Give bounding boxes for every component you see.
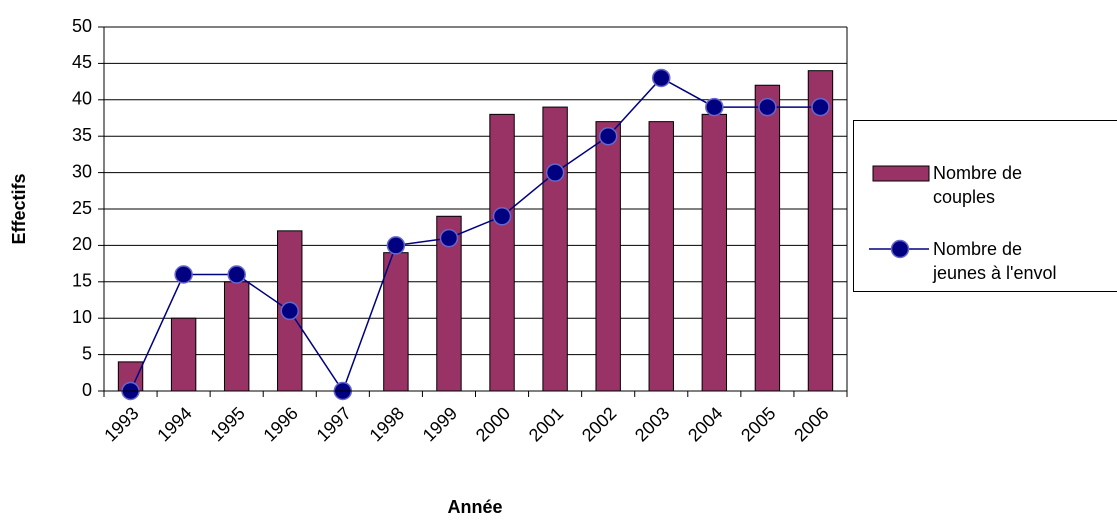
x-tick-label: 1998 bbox=[366, 403, 408, 445]
marker bbox=[439, 228, 459, 248]
x-tick-label: 2002 bbox=[578, 403, 620, 445]
marker bbox=[598, 126, 618, 146]
x-tick-label: 2004 bbox=[684, 403, 726, 445]
marker bbox=[492, 207, 512, 226]
bar bbox=[754, 84, 781, 392]
legend-swatch bbox=[869, 239, 929, 259]
x-tick-label: 1995 bbox=[206, 403, 248, 445]
bar bbox=[223, 281, 250, 392]
y-axis-title: Effectifs bbox=[9, 173, 29, 244]
x-tick-label: 2000 bbox=[472, 403, 514, 445]
y-tick-label: 40 bbox=[72, 89, 92, 109]
line bbox=[129, 77, 821, 393]
bar bbox=[383, 252, 409, 392]
y-tick-label: 10 bbox=[72, 307, 92, 327]
legend-label: Nombre de couples bbox=[933, 163, 1023, 207]
y-tick-label: 30 bbox=[72, 161, 92, 181]
marker bbox=[174, 265, 193, 284]
y-tick-label: 35 bbox=[72, 125, 92, 145]
x-tick-label: 2005 bbox=[737, 403, 779, 445]
x-tick-label: 1997 bbox=[313, 403, 355, 445]
y-tick-label: 50 bbox=[72, 16, 92, 36]
bar bbox=[648, 121, 674, 392]
bar bbox=[807, 70, 834, 392]
marker bbox=[545, 163, 565, 182]
marker bbox=[227, 265, 246, 284]
legend-label: Nombre de jeunes à l'envol bbox=[933, 239, 1057, 283]
x-tick-label: 2001 bbox=[525, 403, 567, 445]
marker bbox=[652, 68, 671, 88]
y-tick-label: 0 bbox=[82, 380, 92, 400]
x-axis-title: Année bbox=[447, 497, 502, 517]
bar bbox=[701, 113, 728, 392]
bar bbox=[117, 361, 144, 392]
x-tick-label: 1994 bbox=[153, 403, 195, 445]
bar bbox=[542, 106, 568, 392]
marker bbox=[811, 97, 830, 117]
y-tick-label: 15 bbox=[72, 271, 92, 291]
y-tick-label: 20 bbox=[72, 234, 92, 254]
legend-marker-swatch bbox=[890, 239, 910, 259]
x-tick-label: 1993 bbox=[100, 403, 142, 445]
marker bbox=[758, 97, 777, 117]
bar bbox=[489, 113, 515, 392]
x-tick-label: 1996 bbox=[259, 403, 301, 445]
x-tick-label: 1999 bbox=[419, 403, 461, 445]
marker bbox=[386, 236, 406, 255]
y-tick-label: 5 bbox=[82, 343, 92, 363]
marker bbox=[705, 97, 724, 117]
legend-swatch bbox=[872, 165, 930, 182]
y-tick-label: 25 bbox=[72, 198, 92, 218]
marker bbox=[280, 301, 299, 321]
bar bbox=[170, 317, 197, 392]
y-tick-label: 45 bbox=[72, 52, 92, 72]
bar bbox=[595, 121, 621, 392]
legend-bar-swatch bbox=[872, 165, 930, 182]
x-tick-label: 2003 bbox=[631, 403, 673, 445]
x-tick-label: 2006 bbox=[790, 403, 832, 445]
legend: Nombre de couples Nombre de jeunes à l'en… bbox=[853, 120, 1117, 292]
